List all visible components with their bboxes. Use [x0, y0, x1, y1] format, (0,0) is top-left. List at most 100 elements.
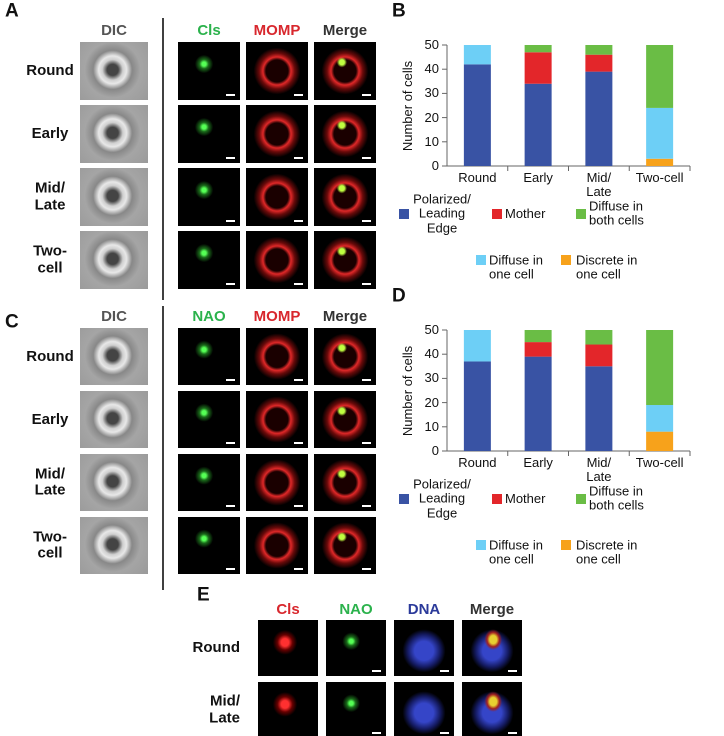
legend-swatch	[476, 255, 486, 265]
micrograph	[246, 391, 308, 448]
micrograph	[314, 328, 376, 385]
legend-label: Diffuse in one cell	[489, 252, 543, 282]
micrograph	[178, 42, 240, 100]
legend-label: Mother	[505, 490, 546, 506]
scale-bar	[294, 505, 303, 507]
micrograph	[314, 105, 376, 163]
row-label: Round	[26, 61, 74, 79]
bar-segment	[646, 158, 674, 166]
micrograph	[178, 231, 240, 289]
column-header: DIC	[101, 21, 127, 39]
bar-segment	[646, 431, 674, 451]
bar-segment	[463, 45, 491, 65]
legend-swatch	[576, 494, 586, 504]
micrograph	[258, 682, 318, 736]
micrograph	[80, 454, 148, 511]
micrograph	[80, 328, 148, 385]
legend-label: Mother	[505, 205, 546, 221]
micrograph	[326, 620, 386, 676]
scale-bar	[440, 732, 449, 734]
row-label: Two- cell	[33, 528, 67, 562]
bar-segment	[585, 344, 613, 367]
scale-bar	[508, 732, 517, 734]
micrograph	[80, 231, 148, 289]
y-tick-label: 30	[424, 85, 439, 101]
row-label: Mid/ Late	[209, 692, 240, 726]
x-tick-label: Round	[458, 455, 497, 470]
bar-segment	[524, 356, 552, 451]
legend-swatch	[492, 209, 502, 219]
micrograph	[178, 328, 240, 385]
y-tick-label: 10	[424, 133, 439, 149]
micrograph	[314, 168, 376, 226]
column-header: DIC	[101, 307, 127, 325]
bar-segment	[585, 71, 613, 166]
column-header: NAO	[192, 307, 226, 325]
micrograph	[314, 391, 376, 448]
bar-segment	[463, 361, 491, 451]
micrograph	[178, 454, 240, 511]
scale-bar	[362, 283, 371, 285]
bar-segment	[524, 342, 552, 357]
row-label: Mid/ Late	[34, 465, 66, 499]
scale-bar	[362, 157, 371, 159]
x-tick-label: Early	[523, 455, 553, 470]
micrograph	[394, 620, 454, 676]
scale-bar	[362, 442, 371, 444]
micrograph	[80, 42, 148, 100]
legend-label: Polarized/ Leading Edge	[413, 191, 471, 236]
scale-bar	[362, 379, 371, 381]
column-header: Cls	[197, 21, 221, 39]
micrograph	[178, 391, 240, 448]
panel-letter: E	[197, 584, 210, 606]
x-tick-label: Two-cell	[635, 170, 684, 185]
micrograph	[80, 168, 148, 226]
panel-letter: A	[5, 0, 19, 22]
micrograph	[80, 391, 148, 448]
legend-label: Diffuse in one cell	[489, 537, 543, 567]
legend-swatch	[492, 494, 502, 504]
micrograph	[246, 105, 308, 163]
bar-segment	[585, 54, 613, 72]
micrograph	[314, 517, 376, 574]
y-tick-label: 20	[424, 109, 439, 125]
scale-bar	[294, 379, 303, 381]
scale-bar	[226, 157, 235, 159]
x-tick-label: Round	[458, 170, 497, 185]
bar-segment	[524, 45, 552, 53]
micrograph	[246, 328, 308, 385]
scale-bar	[362, 94, 371, 96]
micrograph	[314, 231, 376, 289]
scale-bar	[372, 670, 381, 672]
legend-swatch	[476, 540, 486, 550]
column-header: MOMP	[253, 307, 301, 325]
scale-bar	[294, 442, 303, 444]
micrograph	[246, 168, 308, 226]
panel-letter: B	[392, 0, 406, 22]
column-header: Merge	[322, 21, 368, 39]
micrograph	[178, 168, 240, 226]
micrograph	[80, 517, 148, 574]
y-tick-label: 40	[424, 61, 439, 77]
x-tick-label: Mid/ Late	[586, 170, 612, 200]
micrograph	[246, 231, 308, 289]
bar-segment	[646, 107, 674, 159]
micrograph	[178, 105, 240, 163]
row-label: Early	[31, 124, 69, 142]
legend-label: Diffuse in both cells	[589, 483, 644, 513]
legend-label: Discrete in one cell	[576, 252, 638, 282]
column-header: Cls	[276, 600, 300, 618]
bar-segment	[646, 330, 674, 406]
bar-segment	[463, 64, 491, 166]
bar-segment	[585, 366, 613, 451]
bar-segment	[463, 330, 491, 362]
scale-bar	[294, 283, 303, 285]
scale-bar	[508, 670, 517, 672]
x-tick-label: Early	[523, 170, 553, 185]
y-tick-label: 50	[424, 321, 439, 337]
column-header: Merge	[322, 307, 368, 325]
column-header: NAO	[339, 600, 373, 618]
legend-label: Diffuse in both cells	[589, 198, 644, 228]
legend-label: Polarized/ Leading Edge	[413, 476, 471, 521]
